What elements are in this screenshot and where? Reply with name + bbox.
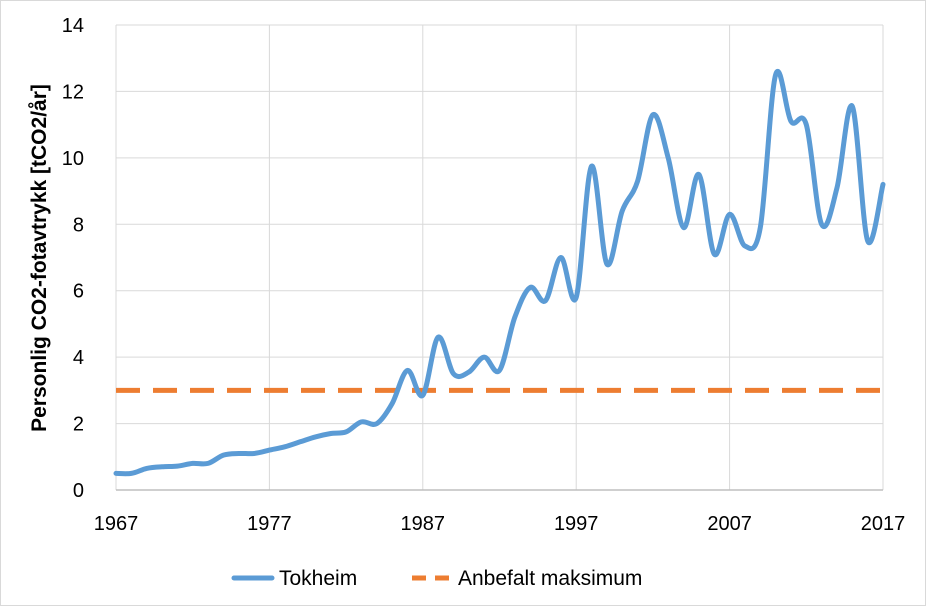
y-tick-label: 4 — [73, 347, 84, 369]
series-line-tokheim — [113, 69, 886, 477]
legend: Tokheim Anbefalt maksimum — [231, 567, 642, 590]
y-tick-label: 14 — [62, 15, 84, 37]
y-tick-label: 12 — [62, 81, 84, 103]
y-tick-label: 0 — [73, 480, 84, 502]
gridlines — [115, 24, 884, 490]
y-tick-label: 8 — [73, 214, 84, 236]
y-tick-label: 10 — [62, 148, 84, 170]
x-tick-label: 2007 — [707, 513, 752, 535]
x-tick-label: 2017 — [861, 513, 906, 535]
legend-label-anbefalt: Anbefalt maksimum — [458, 567, 642, 590]
y-axis-label: Personlig CO2-fotavtrykk [tCO2/år] — [28, 84, 51, 432]
x-tick-label: 1987 — [401, 513, 446, 535]
x-tick-labels: 1967 1977 1987 1997 2007 2017 — [94, 513, 906, 535]
x-tick-label: 1997 — [554, 513, 599, 535]
x-tick-label: 1967 — [94, 513, 139, 535]
legend-label-tokheim: Tokheim — [279, 567, 357, 590]
x-tick-label: 1977 — [247, 513, 292, 535]
y-tick-labels: 0 2 4 6 8 10 12 14 — [62, 15, 84, 502]
y-tick-label: 2 — [73, 414, 84, 436]
series-lines — [113, 69, 886, 477]
y-tick-label: 6 — [73, 281, 84, 303]
